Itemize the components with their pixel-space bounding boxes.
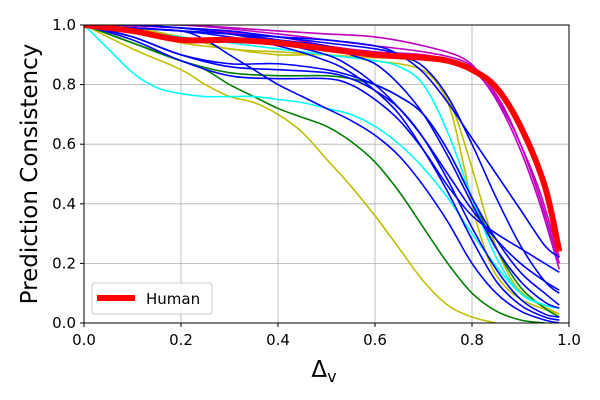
x-tick-label: 0.8 xyxy=(460,331,484,349)
y-tick-label: 0.8 xyxy=(52,76,76,94)
x-axis-title: Δv xyxy=(311,357,336,386)
series-line-blue-4 xyxy=(84,25,560,274)
x-tick-label: 0.0 xyxy=(72,331,96,349)
series-line-blue-3 xyxy=(84,25,560,306)
x-tick-label: 0.2 xyxy=(169,331,193,349)
x-tick-label: 1.0 xyxy=(557,331,581,349)
series-line-yellow-2 xyxy=(84,25,560,315)
y-tick-label: 1.0 xyxy=(52,16,76,34)
x-tick-label: 0.6 xyxy=(363,331,387,349)
x-tick-label: 0.4 xyxy=(266,331,290,349)
x-axis-title-subscript: v xyxy=(327,367,336,386)
y-tick-label: 0.6 xyxy=(52,135,76,153)
series-line-blue-2 xyxy=(84,25,560,318)
series-line-human xyxy=(84,25,563,253)
series-line-blue-6 xyxy=(84,25,560,291)
legend-box xyxy=(91,282,213,315)
x-axis-title-main: Δ xyxy=(311,357,327,383)
y-axis-title: Prediction Consistency xyxy=(17,44,43,305)
plot-frame xyxy=(83,24,570,324)
plot-background xyxy=(84,25,569,323)
y-tick-label: 0.4 xyxy=(52,195,76,213)
series-line-blue-8 xyxy=(84,25,560,321)
y-tick-label: 0.0 xyxy=(52,314,76,332)
legend: Human xyxy=(91,282,213,315)
series-lines xyxy=(84,25,563,323)
y-tick-label: 0.2 xyxy=(52,254,76,272)
legend-label-human: Human xyxy=(146,290,200,308)
series-line-yellow-3 xyxy=(84,25,497,323)
axis-ticks: 0.0 0.2 0.4 0.6 0.8 1.0 0.0 0.2 0.4 0.6 0.8 1.0 xyxy=(52,16,581,349)
